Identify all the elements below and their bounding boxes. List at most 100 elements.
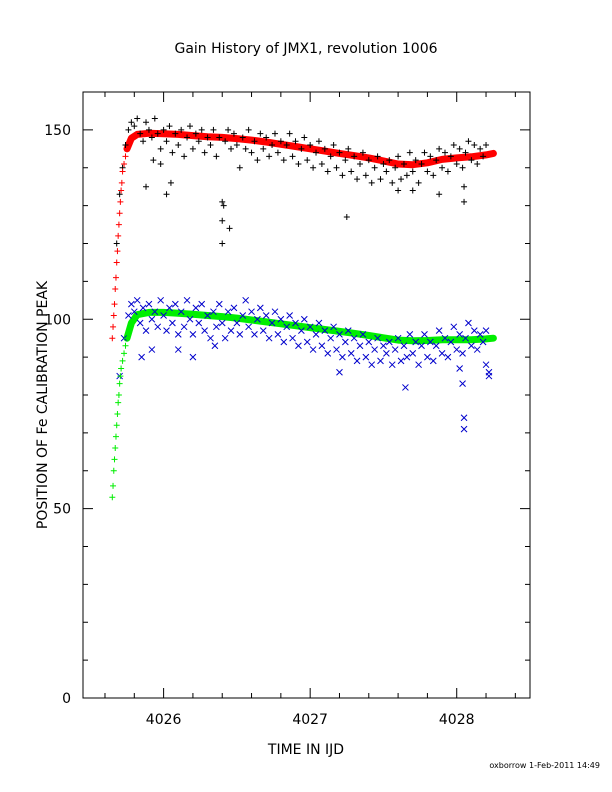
- data-point-0: [318, 160, 325, 167]
- data-point-0: [395, 153, 402, 160]
- data-point-0: [483, 142, 490, 149]
- data-point-1: [402, 384, 409, 391]
- data-point-1: [306, 323, 314, 331]
- data-point-2: [123, 145, 130, 152]
- data-point-1: [204, 312, 211, 319]
- data-point-1: [344, 327, 352, 334]
- data-point-1: [265, 334, 273, 342]
- data-point-1: [186, 315, 194, 323]
- data-point-1: [221, 334, 229, 342]
- data-point-1: [303, 338, 311, 346]
- data-point-1: [368, 361, 376, 369]
- data-point-3: [111, 456, 118, 463]
- data-point-1: [298, 327, 305, 334]
- data-point-1: [148, 346, 156, 353]
- data-point-1: [412, 338, 420, 346]
- data-point-0: [254, 157, 261, 164]
- data-point-1: [336, 368, 343, 376]
- data-point-2: [110, 323, 117, 330]
- data-point-0: [436, 145, 443, 152]
- data-point-2: [118, 179, 125, 186]
- data-point-0: [461, 183, 468, 190]
- data-point-1: [233, 319, 241, 327]
- data-point-0: [392, 164, 399, 171]
- fit-curve-3: [123, 308, 497, 345]
- data-point-1: [432, 342, 440, 350]
- data-point-3: [110, 467, 117, 474]
- data-point-1: [210, 308, 217, 316]
- data-point-0: [354, 176, 361, 183]
- data-point-1: [468, 342, 475, 350]
- data-point-0: [172, 130, 179, 137]
- data-point-1: [174, 346, 182, 353]
- x-tick-label: 4028: [439, 712, 475, 728]
- data-point-0: [374, 153, 381, 160]
- data-point-0: [471, 142, 478, 149]
- data-point-0: [424, 168, 431, 175]
- data-point-1: [435, 327, 443, 334]
- data-point-1: [339, 353, 346, 361]
- data-point-0: [359, 149, 366, 156]
- data-point-0: [333, 164, 340, 171]
- data-point-3: [112, 433, 119, 440]
- data-point-0: [137, 130, 144, 137]
- data-point-1: [350, 334, 358, 342]
- data-point-1: [211, 342, 219, 350]
- data-point-1: [154, 323, 162, 331]
- data-point-1: [189, 353, 197, 361]
- data-point-3: [121, 350, 128, 357]
- data-point-0: [327, 153, 334, 160]
- data-point-0: [362, 172, 369, 179]
- data-point-2: [109, 335, 116, 342]
- data-point-1: [213, 323, 220, 331]
- data-point-0: [403, 172, 410, 179]
- data-point-1: [391, 346, 399, 353]
- data-point-0: [163, 138, 170, 145]
- data-point-0: [220, 202, 227, 209]
- data-point-0: [286, 130, 293, 137]
- data-point-0: [154, 130, 161, 137]
- data-point-1: [321, 327, 329, 334]
- data-point-0: [269, 142, 276, 149]
- data-point-0: [447, 153, 454, 160]
- data-point-0: [342, 157, 349, 164]
- data-point-0: [409, 187, 416, 194]
- data-point-1: [292, 319, 299, 327]
- data-point-0: [145, 126, 152, 133]
- data-point-3: [110, 482, 117, 489]
- data-point-1: [309, 346, 317, 353]
- data-point-1: [362, 353, 370, 361]
- data-point-3: [115, 399, 122, 406]
- data-point-0: [430, 172, 437, 179]
- data-point-0: [465, 138, 472, 145]
- data-point-0: [295, 160, 302, 167]
- data-point-1: [380, 342, 387, 350]
- data-point-0: [439, 164, 446, 171]
- data-point-1: [286, 312, 293, 319]
- data-point-1: [248, 308, 255, 316]
- data-point-0: [324, 168, 331, 175]
- data-point-0: [225, 126, 232, 133]
- data-point-1: [441, 334, 449, 342]
- data-point-0: [169, 149, 176, 156]
- data-point-0: [257, 130, 264, 137]
- data-point-0: [131, 123, 138, 130]
- data-point-1: [415, 361, 422, 369]
- data-point-2: [121, 160, 128, 167]
- data-point-1: [438, 349, 446, 357]
- data-point-0: [280, 157, 287, 164]
- data-point-1: [295, 342, 302, 350]
- data-point-0: [248, 149, 255, 156]
- data-point-0: [143, 183, 150, 190]
- data-point-1: [465, 319, 472, 327]
- data-point-1: [371, 346, 379, 353]
- data-point-1: [460, 414, 468, 422]
- data-point-0: [277, 138, 284, 145]
- data-point-0: [116, 191, 123, 198]
- x-axis-label: TIME IN IJD: [267, 742, 344, 758]
- data-point-0: [260, 145, 267, 152]
- data-point-1: [426, 338, 434, 346]
- data-point-1: [242, 296, 250, 304]
- data-point-1: [318, 342, 326, 350]
- data-point-0: [368, 179, 375, 186]
